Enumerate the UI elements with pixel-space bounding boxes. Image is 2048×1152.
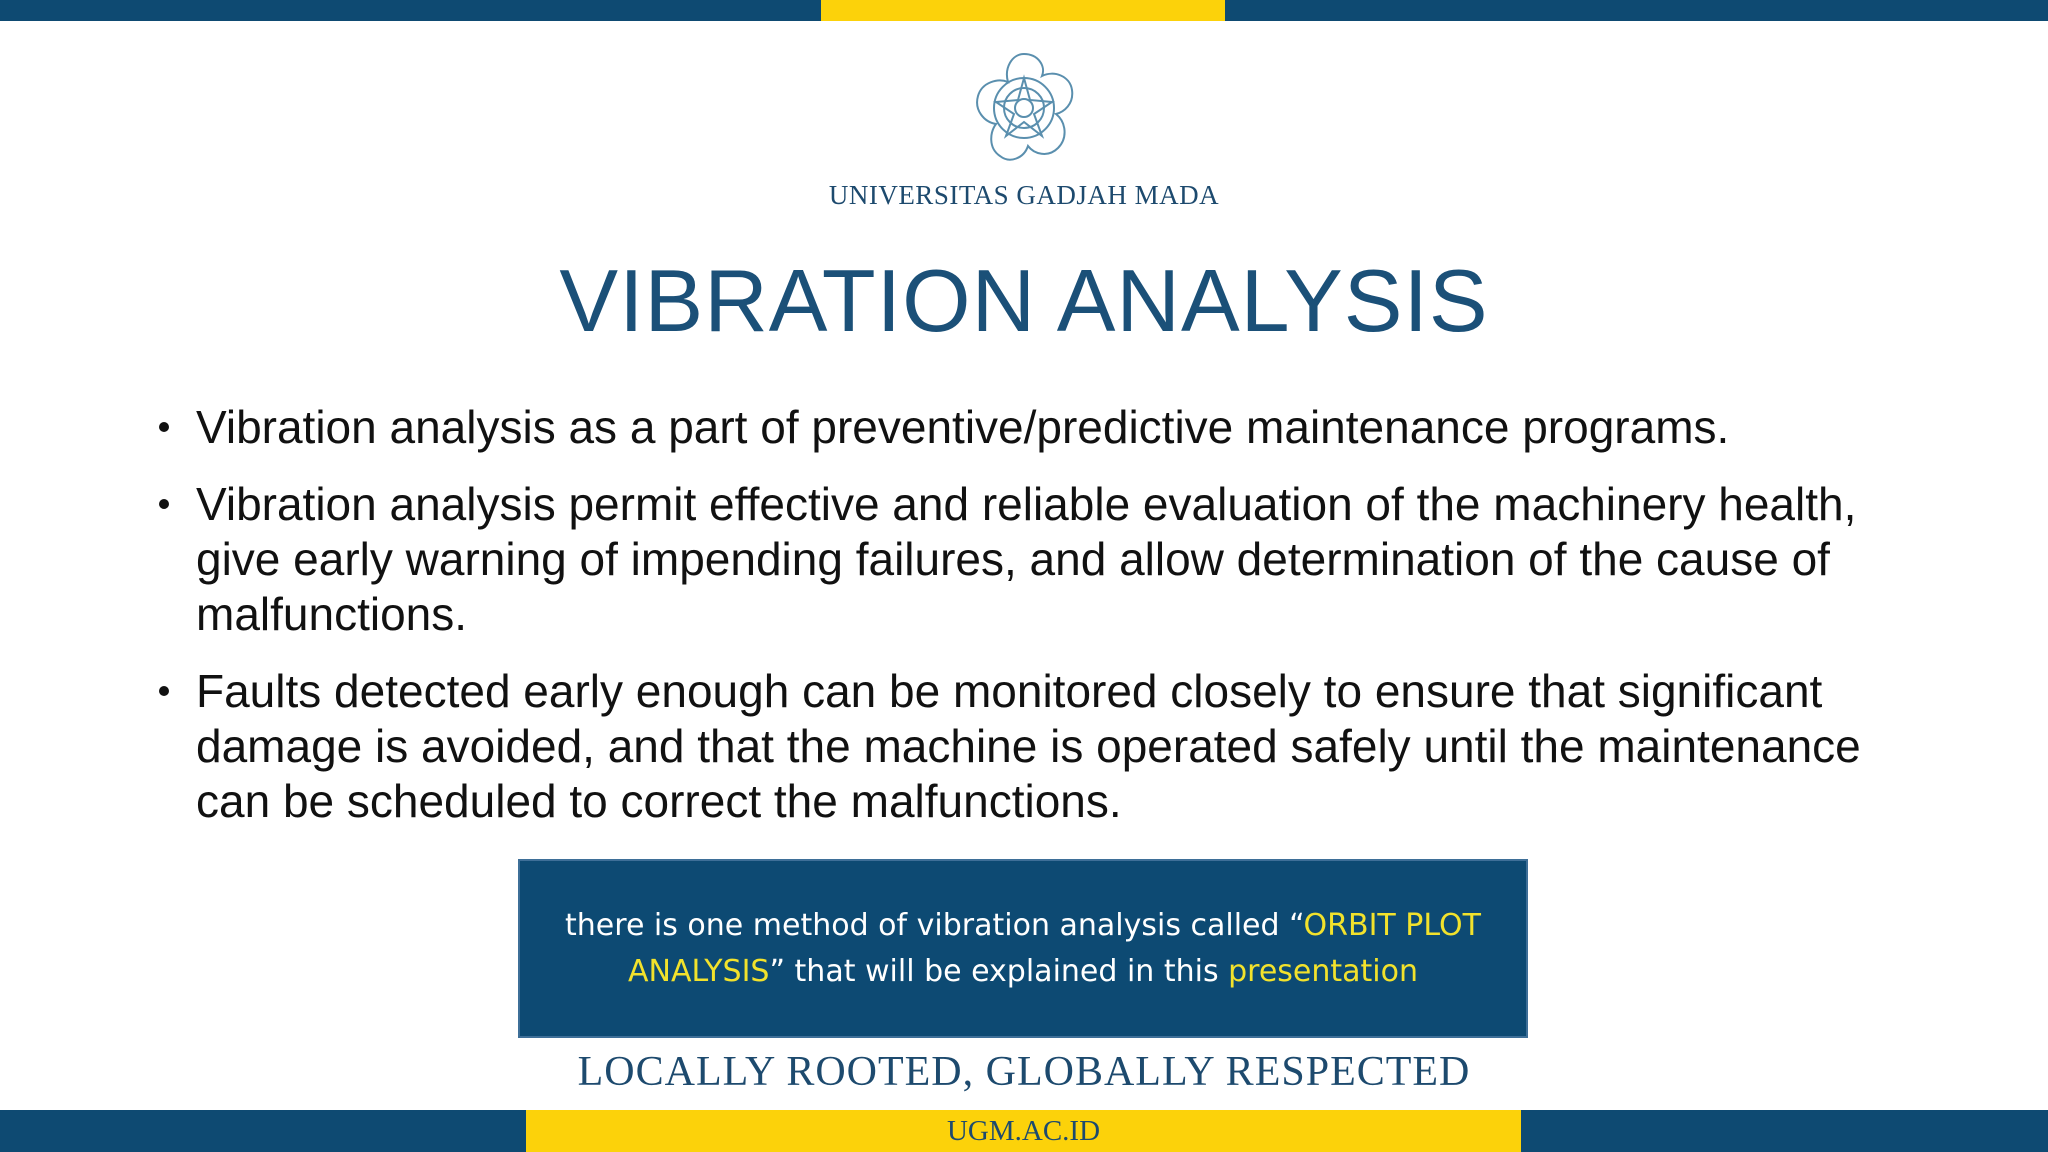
bullet-item: Vibration analysis permit effective and … — [157, 477, 1897, 642]
university-name: UNIVERSITAS GADJAH MADA — [828, 180, 1220, 210]
url: UGM.AC.ID — [946, 1115, 1101, 1147]
callout-segment: ” that will be explained in this — [769, 953, 1229, 989]
callout-segment: there is one method of vibration analysi… — [565, 907, 1304, 943]
bullet-item: Vibration analysis as a part of preventi… — [157, 400, 1897, 455]
callout-text: there is one method of vibration analysi… — [560, 903, 1486, 995]
tagline: LOCALLY ROOTED, GLOBALLY RESPECTED — [577, 1049, 1471, 1095]
logo — [976, 52, 1074, 161]
top-bar-accent — [821, 0, 1225, 21]
bullet-item: Faults detected early enough can be moni… — [157, 664, 1897, 829]
bottom-bar-accent — [526, 1110, 1521, 1152]
slide-title: VIBRATION ANALYSIS — [559, 251, 1489, 350]
callout-box: there is one method of vibration analysi… — [518, 859, 1528, 1038]
callout-highlight: presentation — [1228, 953, 1419, 989]
bullet-list: Vibration analysis as a part of preventi… — [157, 400, 1897, 851]
callout-highlight: ORBIT PLOT ANALYSIS — [627, 907, 1481, 989]
